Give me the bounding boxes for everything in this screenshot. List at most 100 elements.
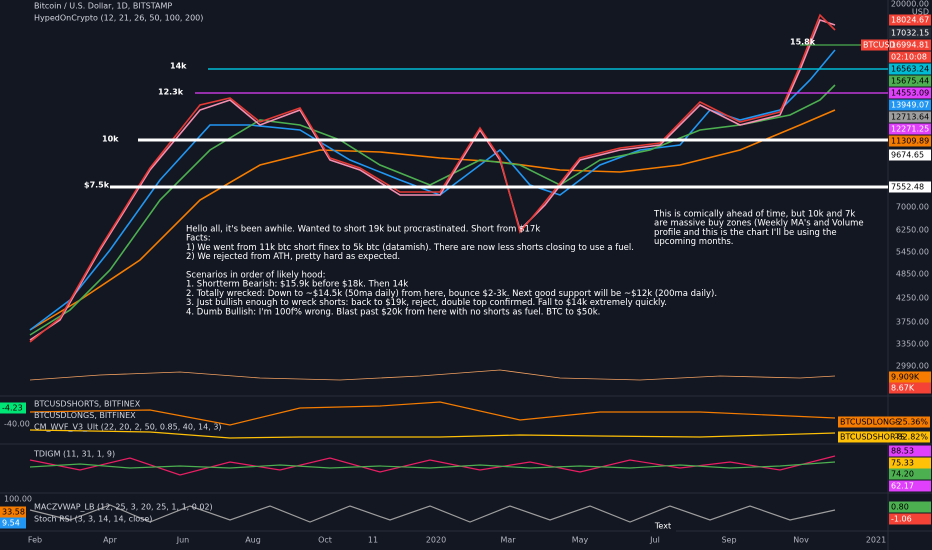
left-axis-label: -40.00: [4, 420, 30, 429]
pane-title: MACZVWAP_LB (12, 25, 3, 20, 25, 1, 1, 0.…: [34, 503, 213, 512]
tdi-tag-bg: [889, 468, 931, 480]
pane-title: BTCUSDLONGS, BITFINEX: [34, 411, 136, 420]
tdi-tag: 88.53: [891, 447, 914, 456]
time-axis-label: Jun: [176, 536, 190, 545]
price-tag: 17032.15: [891, 29, 929, 38]
price-axis-label: 2990.00: [896, 362, 929, 371]
price-tag-bg: [889, 39, 931, 51]
left-tag: 33.58: [2, 508, 25, 517]
left-tag: 9.54: [2, 519, 20, 528]
time-axis-label: May: [572, 536, 589, 545]
time-axis-label: Aug: [245, 536, 261, 545]
note-left: Hello all, it's been awhile. Wanted to s…: [186, 225, 540, 235]
price-tag: 9.909K: [891, 373, 920, 382]
price-tag: 18024.67: [891, 16, 929, 25]
price-tag-bg: [889, 181, 931, 193]
macd-tag-bg: [889, 501, 931, 513]
time-axis-label: 11: [368, 536, 378, 545]
price-tag: 16563.24: [891, 65, 929, 74]
time-axis-label: 2021: [866, 536, 886, 545]
price-tag-bg: [889, 99, 931, 111]
note-left: 2. Totally wrecked: Down to ~$14.5k (50m…: [186, 289, 717, 299]
note-right: This is comically ahead of time, but 10k…: [653, 210, 855, 220]
level-label: 12.3k: [158, 88, 184, 97]
price-tag: 11309.89: [891, 137, 929, 146]
price-tag: 14553.09: [891, 89, 929, 98]
left-axis-label: 100.00: [4, 495, 32, 504]
tdi-tag: 75.33: [891, 459, 914, 468]
left-tag-bg: [0, 517, 26, 529]
symbol-title: Bitcoin / U.S. Dollar, 1D, BITSTAMP: [34, 2, 172, 11]
pane-title: BTCUSDSHORTS, BITFINEX: [34, 400, 141, 409]
tdi-tag-bg: [889, 445, 931, 457]
price-axis-label: 3350.00: [896, 340, 929, 349]
level-label: 15.8k: [790, 38, 816, 47]
price-axis-label: USD: [912, 8, 929, 17]
cursor-label-bg: [650, 521, 676, 532]
symbol-tag: BTCUSD: [863, 41, 896, 50]
series-tag-bg: [838, 431, 930, 443]
price-tag: 02:10:08: [891, 53, 927, 62]
price-tag-bg: [889, 14, 931, 26]
pane-title: Stoch RSI (3, 3, 14, 14, close): [34, 515, 152, 524]
time-axis-label: Oct: [318, 536, 332, 545]
price-tag-bg: [889, 87, 931, 99]
series-tag-value: -25.36%: [895, 418, 929, 427]
price-tag-bg: [889, 63, 931, 75]
note-left: 1. Shortterm Bearish: $15.9k before $18k…: [186, 280, 408, 290]
price-tag: 9674.65: [891, 151, 924, 160]
price-tag: 12271.25: [891, 125, 929, 134]
price-lines: [29, 13, 836, 343]
time-axis-label: Sep: [721, 536, 736, 545]
price-tag-bg: [889, 371, 931, 383]
series-tag-name: BTCUSDSHORTS: [840, 433, 905, 442]
price-tag: 8.67K: [891, 384, 915, 393]
tdi-tag-bg: [889, 457, 931, 469]
time-axis-label: Feb: [28, 536, 42, 545]
macd-tag-bg: [889, 513, 931, 525]
left-tag-bg: [0, 506, 26, 518]
price-tag: 16994.81: [891, 41, 929, 50]
series-tag-name: BTCUSDLONGS: [840, 418, 900, 427]
price-axis-label: 4250.00: [896, 294, 929, 303]
level-lines: [110, 44, 888, 189]
indicator-title: HypedOnCrypto (12, 21, 26, 50, 100, 200): [34, 14, 203, 23]
left-tag: -4.23: [2, 404, 23, 413]
level-label: 10k: [102, 135, 119, 144]
price-tag: 15675.44: [891, 77, 929, 86]
tdi-tag-bg: [889, 480, 931, 492]
volume-profile: [29, 369, 836, 381]
price-axis-label: 7000.00: [896, 203, 929, 212]
level-label: $7.5k: [84, 181, 110, 190]
macd-tag: 0.80: [891, 503, 909, 512]
price-tag-bg: [889, 27, 931, 39]
time-axis-label: Apr: [103, 536, 118, 545]
price-axis-label: 5450.00: [896, 248, 929, 257]
series-tag-value: -82.82%: [895, 433, 929, 442]
price-axis-label: 6250.00: [896, 226, 929, 235]
note-left: Facts:: [186, 234, 211, 244]
time-axis-label: Nov: [793, 536, 809, 545]
time-axis-label: Mar: [500, 536, 516, 545]
pane-title: CM_WVF_V3_Ult (22, 20, 2, 50, 0.85, 40, …: [34, 423, 222, 432]
price-axis-label: 4850.00: [896, 270, 929, 279]
tdi-tag: 62.17: [891, 482, 914, 491]
price-tag: 12713.64: [891, 113, 929, 122]
tdi-tag: 74.20: [891, 470, 914, 479]
price-tag-bg: [889, 135, 931, 147]
macd-tag: -1.06: [891, 515, 912, 524]
note-right: profile and this is the chart I'll be us…: [654, 228, 837, 238]
cursor-label: Text: [654, 522, 671, 531]
symbol-tag-bg: [861, 39, 888, 51]
price-tag: 13949.07: [891, 101, 929, 110]
price-tag-bg: [889, 51, 931, 63]
price-axis-label: 20000.00: [891, 0, 929, 9]
price-tag-bg: [889, 123, 931, 135]
note-left: 2) We rejected from ATH, pretty hard as …: [186, 252, 400, 262]
price-tag: 7552.48: [891, 183, 924, 192]
price-tag-bg: [889, 149, 931, 161]
